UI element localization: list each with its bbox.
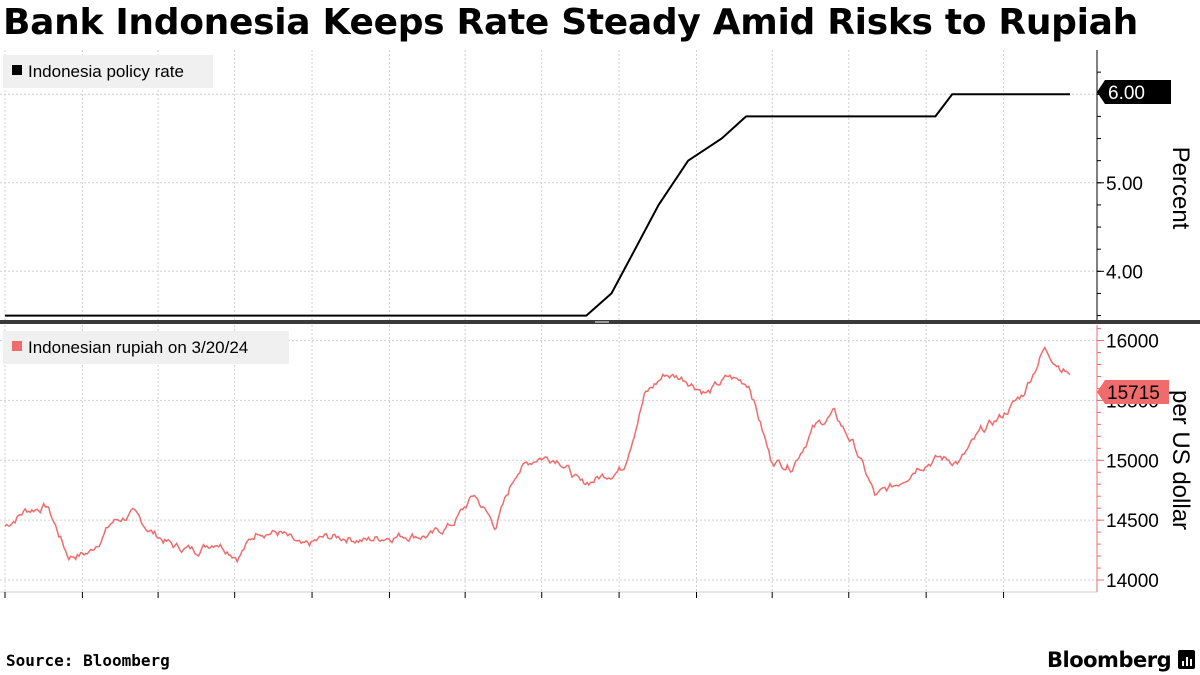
- fx-y-tick-label: 16000: [1106, 332, 1159, 353]
- chart-canvas: Indonesia policy rate Indonesian rupiah …: [0, 50, 1200, 598]
- rate-series-line: [5, 93, 1070, 317]
- bloomberg-bars-icon: [1178, 650, 1195, 669]
- fx-legend-label: Indonesian rupiah on 3/20/24: [28, 338, 248, 357]
- rate-y-ticks: 4.00 5.00: [1097, 71, 1143, 317]
- rate-y-tick-label: 5.00: [1106, 174, 1143, 195]
- rate-legend-label: Indonesia policy rate: [28, 62, 184, 81]
- fx-legend-swatch: [12, 341, 22, 351]
- bloomberg-logo-text: Bloomberg: [1047, 648, 1172, 672]
- source-note: Source: Bloomberg: [6, 651, 170, 670]
- chart-title: Bank Indonesia Keeps Rate Steady Amid Ri…: [3, 2, 1138, 43]
- fx-last-value: 15715: [1107, 383, 1160, 404]
- rate-legend-box: [3, 55, 213, 88]
- fx-y-tick-label: 15000: [1106, 451, 1159, 472]
- grid-lines: [0, 50, 1097, 592]
- rate-y-axis-label: Percent: [1167, 147, 1194, 230]
- rate-y-tick-label: 4.00: [1106, 262, 1143, 283]
- panel-divider-handle: [595, 321, 609, 323]
- fx-y-axis-label: per US dollar: [1167, 390, 1194, 530]
- fx-legend-box: [3, 331, 289, 364]
- fx-y-ticks: 1400014500150001550016000: [1097, 328, 1159, 592]
- rate-last-value-tag: [1097, 80, 1171, 104]
- fx-y-tick-label: 14500: [1106, 511, 1159, 532]
- rate-legend-swatch: [12, 65, 22, 75]
- rate-last-value: 6.00: [1108, 83, 1145, 104]
- fx-y-tick-label: 14000: [1106, 571, 1159, 592]
- fx-series-line: [4, 345, 1071, 564]
- x-axis-ticks: 2021202220232024: [4, 592, 1005, 598]
- fx-last-value-tag: [1097, 380, 1169, 404]
